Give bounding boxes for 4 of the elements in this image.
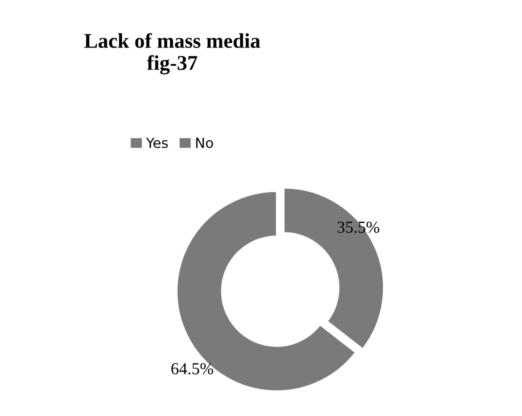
legend-label: No bbox=[196, 138, 213, 148]
chart-title: Lack of mass media fig-37 bbox=[84, 33, 260, 74]
legend-label: Yes bbox=[146, 138, 168, 148]
data-label: 64.5% bbox=[171, 363, 214, 374]
